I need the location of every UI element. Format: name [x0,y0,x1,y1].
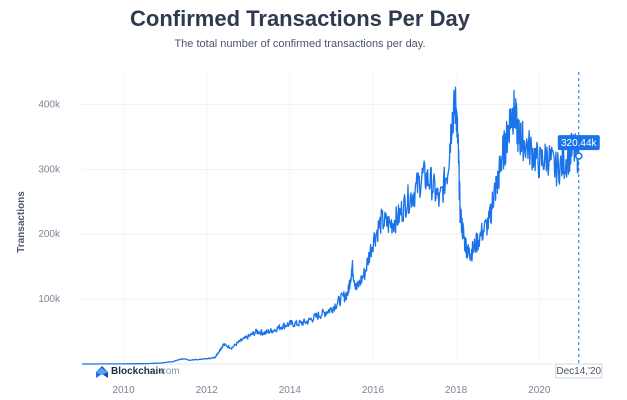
x-tick-label: 2014 [279,385,302,396]
watermark-suffix: .com [158,366,180,377]
date-label-text: Dec14,'20 [556,366,601,377]
y-tick-label: 100k [38,294,61,305]
watermark-brand: Blockchain [111,366,164,377]
y-tick-label: 200k [38,229,61,240]
series-line [82,86,580,365]
series-group [82,86,580,365]
chart-title: Confirmed Transactions Per Day [130,6,470,31]
value-tooltip: 320.44k [557,135,600,151]
x-tick-label: 2016 [362,385,385,396]
blockchain-logo-icon [96,366,108,378]
x-axis-tick-labels: 2010 2012 2014 2016 2018 2020 [112,385,550,396]
x-tick-label: 2020 [528,385,551,396]
x-tick-label: 2010 [112,385,135,396]
date-label-box [555,363,603,379]
blockchain-watermark: Blockchain .com [96,366,180,378]
hover-point[interactable] [575,152,583,160]
crosshair-date-label: Dec14,'20 [555,363,603,379]
chart-subtitle: The total number of confirmed transactio… [174,38,426,50]
tooltip-box [557,135,600,151]
y-axis-tick-labels: 100k 200k 300k 400k [38,99,61,305]
y-axis-label: Transactions [16,191,27,253]
x-tick-label: 2012 [196,385,219,396]
y-tick-label: 300k [38,164,61,175]
x-tick-label: 2018 [445,385,468,396]
tooltip-value: 320.44k [561,138,598,149]
y-tick-label: 400k [38,99,61,110]
